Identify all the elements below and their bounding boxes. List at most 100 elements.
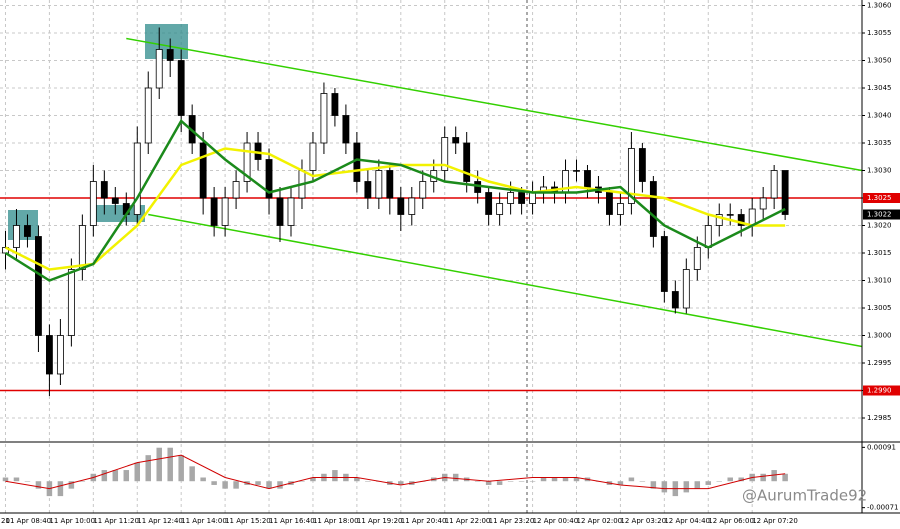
candle-body (221, 197, 229, 226)
indicator-bar (661, 481, 668, 493)
candle-body (397, 197, 405, 215)
indicator-bar (573, 477, 580, 482)
indicator-bar (650, 481, 657, 489)
indicator-bar (694, 481, 701, 489)
indicator-tick-label: -0.00071 (867, 504, 898, 512)
indicator-bar (200, 477, 206, 482)
x-tick-label: 11 Apr 22:00 (445, 517, 491, 525)
indicator-bar (233, 481, 239, 489)
indicator-bar (496, 481, 503, 485)
candle-body (715, 214, 723, 226)
candle-body (386, 170, 394, 199)
x-tick-label: 11 Apr 14:00 (181, 517, 227, 525)
candle-body (133, 142, 141, 215)
grid (0, 0, 862, 513)
y-tick-label: 1.2995 (867, 359, 892, 367)
x-tick-label: 12 Apr 06:00 (708, 517, 754, 525)
x-tick-label: 12 Apr 00:40 (533, 517, 579, 525)
indicator-bar (134, 462, 141, 482)
candle-body (529, 192, 536, 204)
y-tick-label: 1.3035 (867, 139, 892, 147)
indicator-bar (617, 481, 624, 485)
indicator-bar (738, 477, 744, 482)
y-tick-label: 1.3020 (867, 222, 892, 230)
indicator-bar (518, 481, 525, 482)
x-tick-label: 11 Apr 15:20 (225, 517, 271, 525)
candle-body (100, 181, 108, 199)
indicator-bar (24, 481, 31, 482)
candle-body (649, 181, 657, 237)
candle-body (693, 247, 701, 270)
indicator-bar (727, 477, 733, 482)
x-tick-label: 11 Apr 18:00 (313, 517, 359, 525)
indicator-bar (35, 481, 42, 489)
x-tick-label: 11 Apr 20:40 (401, 517, 447, 525)
candle-body (671, 291, 679, 309)
indicator-bar (255, 481, 261, 485)
candle-body (35, 236, 42, 336)
x-tick-label: 11 Apr 23:20 (489, 517, 535, 525)
level-label-box (863, 385, 900, 396)
candle-body (13, 225, 20, 248)
indicator-bar (683, 481, 690, 493)
candle-body (781, 170, 789, 215)
level-label: 1.2990 (867, 387, 892, 395)
candle-body (682, 269, 690, 309)
candle-body (89, 181, 97, 226)
candle-body (243, 142, 251, 182)
indicator-bar (277, 481, 283, 489)
indicator-bar (2, 477, 9, 482)
x-tick-label: 11 Apr 10:00 (49, 517, 95, 525)
indicator-bar (178, 455, 184, 482)
y-tick-label: 1.3040 (867, 112, 892, 120)
candle-body (496, 203, 504, 215)
x-tick-label: 12 Apr 07:20 (752, 517, 798, 525)
candle-body (518, 192, 526, 204)
indicator-bar (145, 455, 151, 482)
x-tick-label: 12 Apr 04:40 (664, 517, 710, 525)
candle-body (210, 197, 218, 226)
signal-line (5, 454, 786, 490)
channel-line (126, 37, 863, 172)
y-tick-label: 1.3055 (867, 29, 892, 37)
moving-average (4, 119, 786, 282)
candle-body (287, 197, 295, 226)
indicator-bar (57, 481, 64, 497)
y-tick-label: 1.3000 (867, 332, 892, 340)
x-tick-label: 11 Apr 16:40 (269, 517, 315, 525)
level-label-box (863, 193, 900, 203)
indicator-bar (562, 477, 569, 482)
candle-body (342, 115, 350, 144)
candle-body (463, 142, 471, 182)
y-tick-label: 1.3005 (867, 304, 892, 312)
candle-body (704, 225, 712, 248)
y-tick-label: 1.3050 (867, 57, 892, 65)
y-tick-label: 1.3010 (867, 277, 892, 285)
candle-body (375, 170, 383, 199)
candle-body (24, 225, 31, 237)
indicator-tick-label: 0.00091 (867, 443, 896, 451)
indicator-bar (79, 481, 86, 482)
indicator-bar (529, 481, 536, 482)
x-tick-label: 11 Apr 19:20 (357, 517, 403, 525)
x-tick-label: 11 Apr 08:40 (5, 517, 51, 525)
indicator-bar (716, 481, 722, 482)
candle-body (507, 192, 515, 204)
marks (0, 27, 863, 497)
indicator-bar (332, 470, 338, 482)
x-tick-label: 11 Apr 11:20 (93, 517, 139, 525)
candle-body (144, 87, 152, 144)
candle-body (331, 93, 339, 116)
indicator-bar (398, 481, 404, 485)
indicator-bar (639, 481, 646, 482)
y-tick-label: 1.3045 (867, 84, 892, 92)
candle-body (441, 137, 449, 171)
candle-body (584, 170, 591, 188)
x-tick-label: 12 Apr 03:20 (620, 517, 666, 525)
indicator-bar (68, 481, 75, 489)
candle-body (78, 225, 86, 270)
watermark: @AurumTrade92 (742, 487, 867, 505)
candle-body (759, 197, 767, 210)
indicator-bar (266, 481, 272, 489)
